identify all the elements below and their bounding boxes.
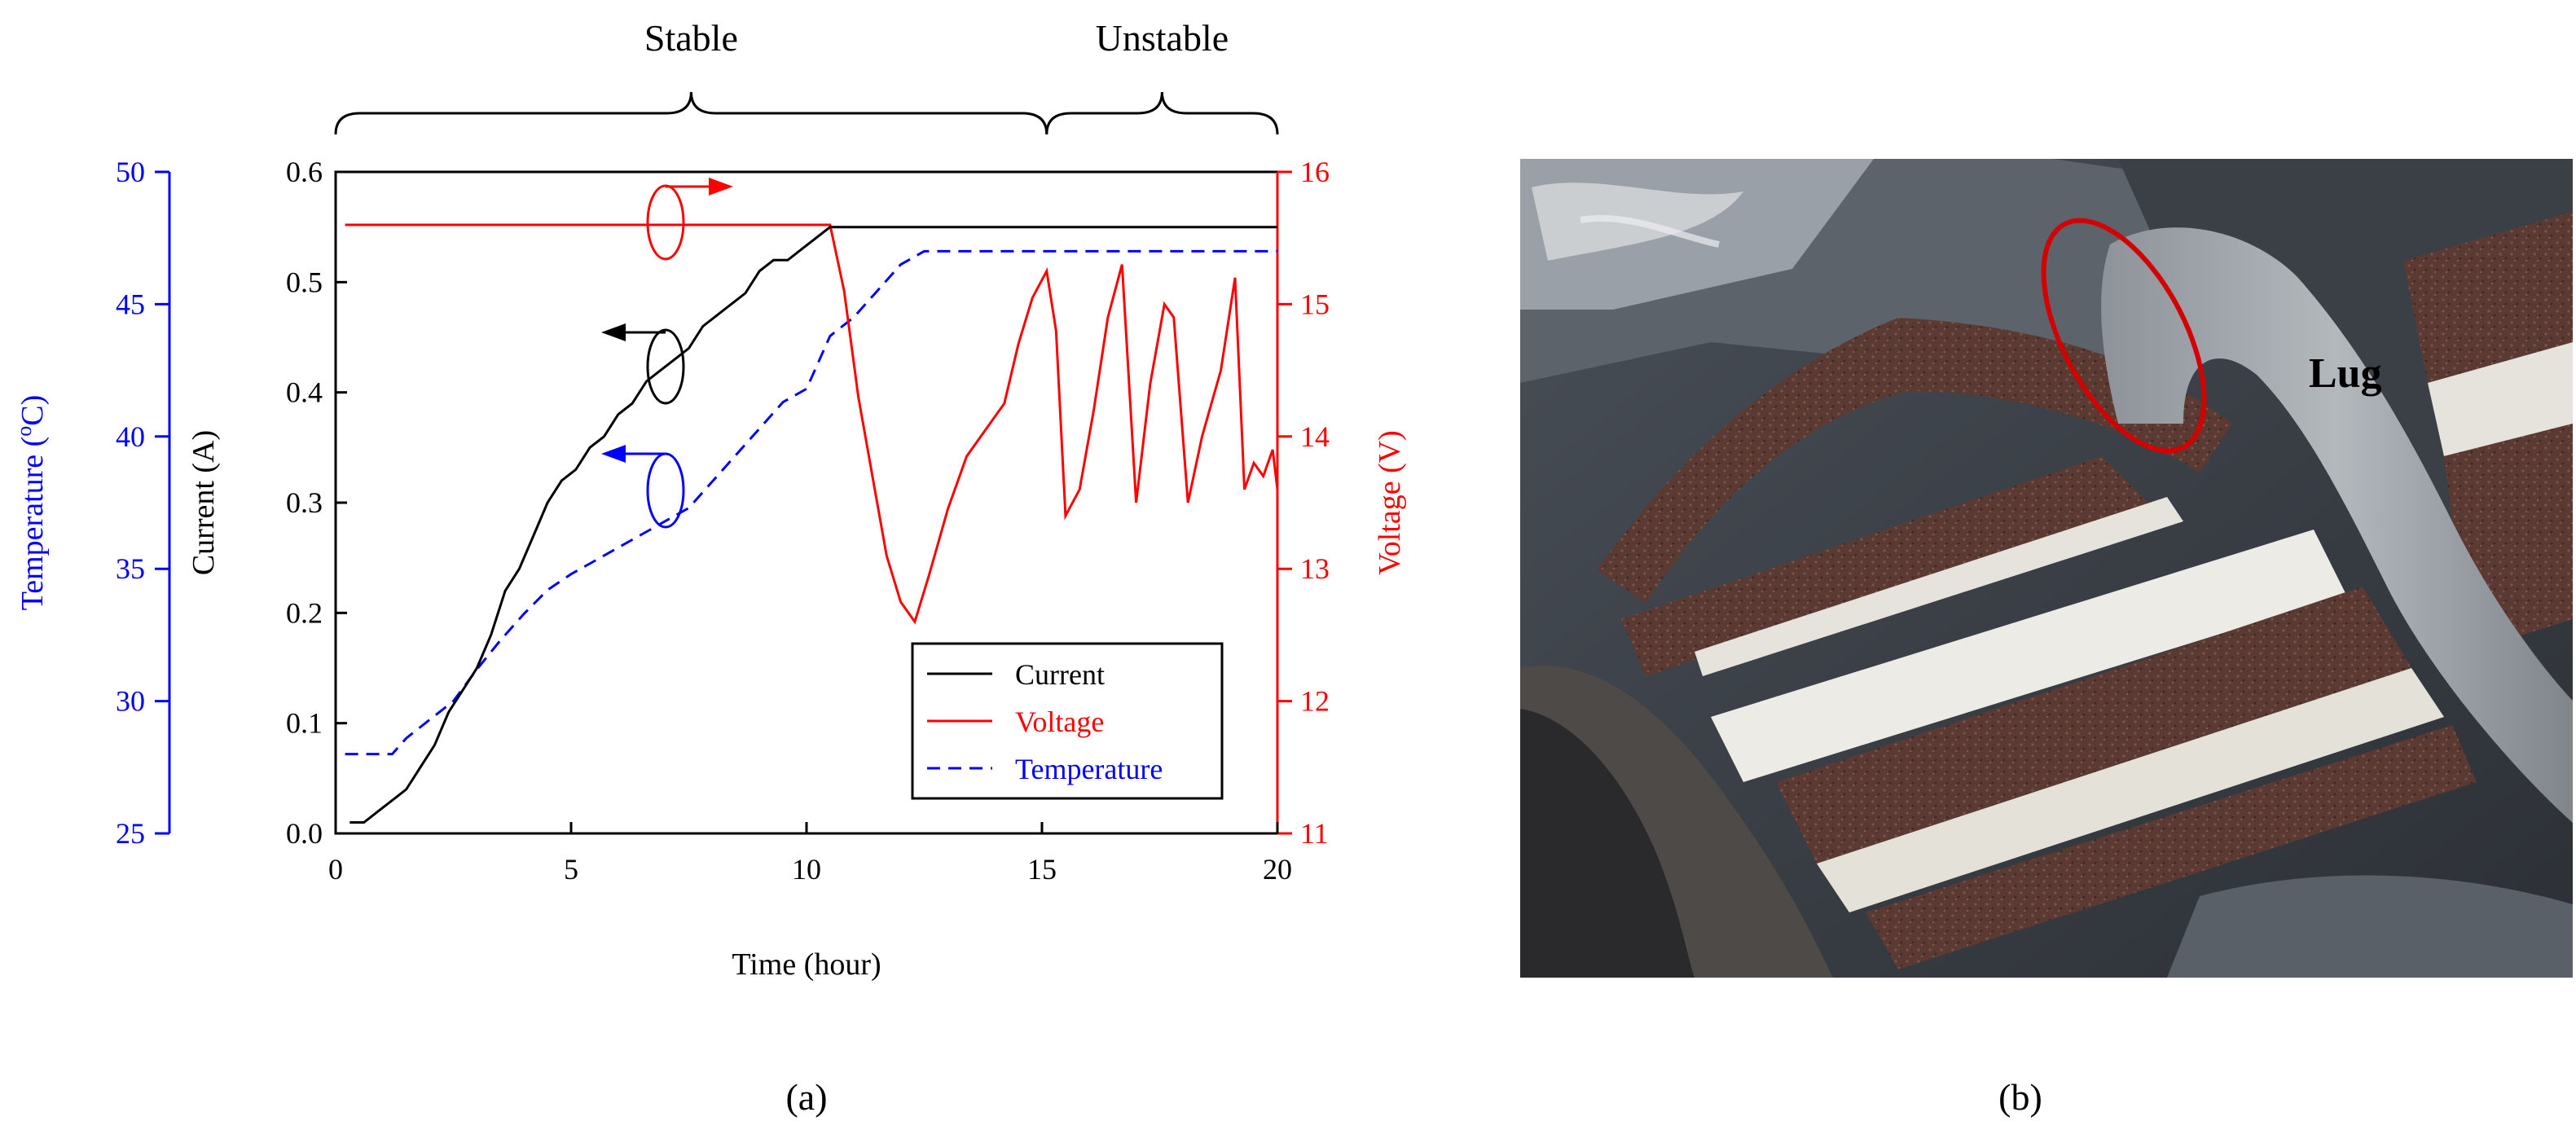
temperature-axis: 25 30 35 40 45 50 [116, 156, 171, 850]
bracket-unstable [1045, 91, 1279, 135]
current-axis-title: Current (A) [187, 430, 221, 575]
x-tick-label-20: 20 [1263, 853, 1292, 886]
photo-panel: Lug (b) [1520, 159, 2573, 1118]
temperature-tick-label: 35 [116, 552, 145, 585]
bracket-stable [334, 91, 1048, 135]
legend-temperature-label: Temperature [1015, 753, 1163, 785]
voltage-axis: 11 12 13 14 15 16 [1276, 156, 1330, 850]
x-tick-label-15: 15 [1027, 853, 1057, 886]
temperature-axis-title: Temperature (oC) [12, 395, 50, 611]
stable-region-label: Stable [644, 17, 738, 59]
x-tick-label-0: 0 [328, 853, 343, 886]
x-tick-label-10: 10 [792, 853, 821, 886]
current-tick-label: 0.3 [286, 486, 323, 519]
region-brackets [334, 91, 1279, 135]
current-tick-label: 0.6 [286, 156, 323, 188]
current-tick-label: 0.4 [286, 376, 323, 409]
battery-photo [1520, 159, 2573, 978]
x-axis-title: Time (hour) [732, 947, 881, 982]
temperature-tick-label: 50 [116, 156, 145, 188]
legend-current-label: Current [1015, 658, 1105, 691]
current-tick-label: 0.5 [286, 266, 323, 298]
current-series-line [349, 226, 1277, 824]
unstable-region-label: Unstable [1096, 17, 1229, 59]
temperature-tick-label: 45 [116, 288, 145, 320]
voltage-tick-label: 11 [1300, 817, 1329, 850]
current-axis-indicator [601, 323, 685, 405]
temperature-tick-label: 25 [116, 817, 145, 850]
temperature-tick-label: 30 [116, 685, 145, 718]
voltage-axis-title: Voltage (V) [1373, 430, 1407, 575]
current-tick-label: 0.0 [286, 817, 323, 850]
lug-label: Lug [2309, 350, 2382, 397]
current-tick-label: 0.1 [286, 707, 323, 740]
highlight-ellipse [2041, 218, 2207, 454]
legend-voltage-label: Voltage [1015, 706, 1104, 738]
voltage-tick-label: 12 [1300, 685, 1330, 718]
voltage-axis-indicator [646, 178, 733, 261]
voltage-tick-label: 13 [1300, 552, 1330, 585]
x-tick-label-5: 5 [564, 853, 578, 886]
current-tick-label: 0.2 [286, 596, 323, 629]
panel-a-label: (a) [785, 1076, 827, 1118]
voltage-series-line [345, 223, 1279, 625]
degree-superscript: o [12, 426, 36, 437]
legend: Current Voltage Temperature [911, 642, 1224, 800]
temperature-axis-indicator [601, 445, 685, 529]
panel-b-label: (b) [1998, 1076, 2042, 1118]
temperature-tick-label: 40 [116, 420, 145, 453]
voltage-tick-label: 16 [1300, 156, 1330, 188]
voltage-tick-label: 15 [1300, 288, 1330, 320]
time-axis: 0 5 10 15 20 [328, 822, 1292, 886]
current-axis: 0.0 0.1 0.2 0.3 0.4 0.5 0.6 [286, 156, 347, 850]
voltage-tick-label: 14 [1300, 420, 1330, 453]
